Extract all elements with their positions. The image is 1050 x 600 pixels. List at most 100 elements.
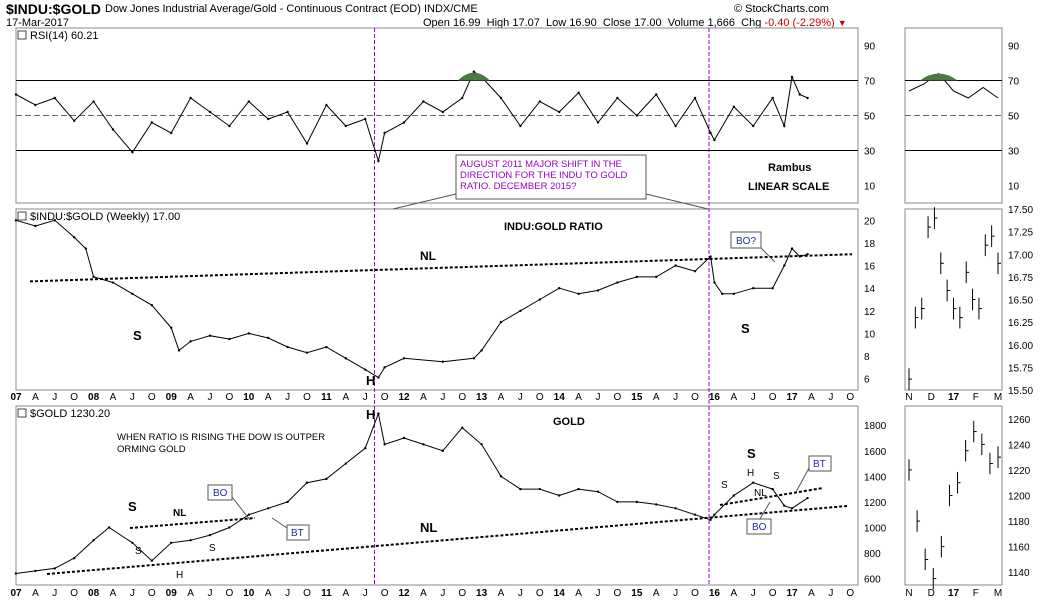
gold-shoulder-label: S — [128, 499, 137, 514]
ratio-x-tick-label: J — [673, 392, 678, 403]
rsi-data-point — [92, 100, 95, 103]
ratio-data-point — [111, 281, 115, 284]
rsi-data-point — [131, 151, 134, 154]
ratio-data-point — [131, 292, 134, 296]
gold-data-point — [655, 503, 658, 506]
gold-data-point — [189, 539, 192, 542]
rsi-data-point — [732, 105, 736, 108]
rsi-data-point — [790, 75, 794, 79]
ratio-x-tick-label: O — [536, 392, 544, 403]
ratio-x-tick-label: A — [187, 392, 194, 403]
volume-value: 1,666 — [707, 17, 736, 29]
gold-x-tick-label: 07 — [10, 588, 22, 599]
rsi-data-point — [111, 128, 115, 131]
ratio-data-point — [732, 292, 736, 296]
ratio-x-tick-label: 09 — [166, 392, 178, 403]
ratio-data-point — [577, 292, 580, 296]
ratio-inset-frame — [904, 208, 1003, 391]
rsi-data-point — [34, 103, 37, 107]
gold-data-point — [519, 487, 522, 491]
open-label: Open — [423, 17, 450, 29]
gold-x-tick-label: O — [769, 588, 777, 599]
ratio-x-tick-label: O — [226, 392, 234, 403]
ratio-data-point — [616, 281, 619, 284]
gold-data-point — [693, 513, 697, 516]
gold-x-tick-label: 09 — [166, 588, 178, 599]
ratio-data-point — [377, 376, 380, 379]
rsi-data-point — [577, 91, 580, 94]
rsi-y-tick-label: 10 — [864, 182, 876, 193]
gold-data-point — [538, 487, 542, 491]
gold-data-point — [806, 496, 809, 500]
gold-x-tick-label: A — [808, 588, 815, 599]
ratio-inset-y-tick-label: 17.00 — [1008, 250, 1033, 261]
down-arrow-icon: ▼ — [837, 18, 847, 28]
gold-x-tick-label: O — [846, 588, 854, 599]
gold-data-point — [267, 507, 270, 510]
gold-inset-y-tick-label: 1240 — [1008, 440, 1031, 451]
rsi-data-point — [208, 110, 212, 114]
gold-inset-x-tick-label: 17 — [948, 588, 960, 599]
gold-data-point — [73, 556, 76, 560]
gold-x-tick-label: O — [70, 588, 78, 599]
ratio-data-point — [790, 247, 794, 250]
shift-callout-pointer — [392, 193, 457, 210]
ratio-x-tick-label: A — [575, 392, 582, 403]
gold-x-tick-label: A — [265, 588, 272, 599]
ratio-data-point — [655, 275, 658, 279]
rsi-data-point — [472, 70, 476, 73]
ratio-shoulder-label: S — [741, 321, 750, 336]
rsi-data-point — [422, 100, 425, 103]
ratio-data-point — [247, 332, 251, 335]
gold-data-point — [713, 513, 716, 516]
ratio-x-tick-label: J — [518, 392, 523, 403]
ratio-x-tick-label: A — [342, 392, 349, 403]
rsi-data-point — [693, 96, 697, 100]
gold-right-neckline-dashed — [719, 487, 824, 506]
rsi-data-point — [286, 110, 289, 114]
gold-inset-y-tick-label: 1140 — [1008, 568, 1030, 579]
ratio-data-point — [472, 357, 476, 360]
ratio-inset-y-tick-label: 17.50 — [1008, 205, 1033, 216]
ratio-y-tick-label: 10 — [864, 329, 876, 340]
gold-small-head-label: H — [747, 468, 754, 479]
rsi-data-point — [53, 96, 57, 100]
gold-inset-x-tick-label: D — [928, 588, 935, 599]
gold-x-tick-label: 13 — [476, 588, 488, 599]
gold-data-point — [228, 526, 231, 529]
ratio-data-point — [709, 255, 712, 258]
gold-data-point — [344, 462, 348, 465]
gold-x-tick-label: J — [673, 588, 678, 599]
gold-bo-pointer — [231, 496, 251, 521]
ratio-x-tick-label: J — [828, 392, 833, 403]
ratio-data-point — [208, 334, 212, 337]
ratio-neckline-label: NL — [420, 249, 436, 263]
gold-x-tick-label: A — [32, 588, 39, 599]
gold-inset-frame — [904, 405, 1003, 586]
ratio-x-tick-label: O — [846, 392, 854, 403]
rsi-data-point — [806, 96, 809, 100]
gold-data-point — [499, 475, 503, 478]
gold-x-tick-label: 11 — [321, 588, 332, 599]
ratio-x-tick-label: J — [440, 392, 445, 403]
gold-bt2-callout-text: BT — [813, 459, 826, 470]
gold-data-point — [783, 504, 786, 507]
gold-x-tick-label: J — [440, 588, 445, 599]
ratio-inset-x-tick-label: 17 — [948, 392, 960, 403]
gold-data-point — [305, 481, 309, 484]
ratio-data-point — [73, 236, 76, 239]
gold-inset-y-tick-label: 1220 — [1008, 466, 1031, 477]
ratio-inset-y-tick-label: 17.25 — [1008, 228, 1033, 239]
chart-date: 17-Mar-2017 — [6, 17, 69, 29]
ratio-data-point — [228, 337, 231, 341]
gold-x-tick-label: 15 — [631, 588, 643, 599]
ratio-data-point — [364, 368, 367, 371]
gold-x-tick-label: A — [498, 588, 505, 599]
ratio-x-tick-label: O — [303, 392, 311, 403]
ratio-series-line — [15, 219, 808, 379]
ratio-x-tick-label: O — [769, 392, 777, 403]
rsi-data-point — [713, 138, 716, 142]
rsi-inset-y-tick-label: 50 — [1008, 112, 1020, 123]
chg-label: Chg — [741, 17, 762, 29]
